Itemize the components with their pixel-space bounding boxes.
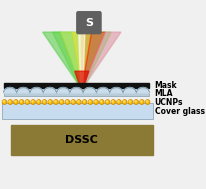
Text: Mask: Mask: [154, 81, 177, 90]
Circle shape: [128, 100, 132, 105]
Polygon shape: [70, 88, 82, 93]
FancyBboxPatch shape: [76, 12, 101, 34]
Polygon shape: [81, 32, 91, 88]
Polygon shape: [74, 71, 88, 88]
Circle shape: [8, 100, 12, 105]
Circle shape: [145, 100, 149, 105]
Circle shape: [106, 101, 107, 102]
Circle shape: [31, 100, 35, 105]
Circle shape: [146, 101, 147, 102]
Polygon shape: [17, 88, 29, 93]
Circle shape: [15, 101, 16, 102]
Circle shape: [66, 101, 67, 102]
Polygon shape: [83, 88, 96, 93]
Polygon shape: [78, 32, 84, 88]
Polygon shape: [52, 32, 111, 88]
Circle shape: [32, 101, 33, 102]
Circle shape: [140, 101, 141, 102]
Circle shape: [20, 101, 22, 102]
Polygon shape: [136, 88, 149, 93]
Bar: [4, 83, 149, 88]
Circle shape: [9, 101, 10, 102]
Text: DSSC: DSSC: [65, 135, 98, 145]
Bar: [2, 103, 152, 119]
Circle shape: [26, 101, 27, 102]
Circle shape: [70, 100, 75, 105]
Circle shape: [116, 100, 121, 105]
Text: MLA: MLA: [154, 89, 172, 98]
Circle shape: [19, 100, 24, 105]
Circle shape: [65, 100, 69, 105]
Circle shape: [71, 101, 73, 102]
Circle shape: [133, 100, 138, 105]
Circle shape: [139, 100, 144, 105]
Circle shape: [134, 101, 136, 102]
Polygon shape: [60, 32, 81, 88]
Polygon shape: [82, 32, 105, 88]
Circle shape: [42, 100, 47, 105]
Text: Cover glass: Cover glass: [154, 107, 204, 116]
Circle shape: [99, 100, 104, 105]
Bar: [4, 93, 149, 96]
Polygon shape: [82, 32, 120, 88]
Text: UCNPs: UCNPs: [154, 98, 182, 107]
Polygon shape: [96, 88, 109, 93]
Circle shape: [59, 100, 64, 105]
Polygon shape: [56, 88, 69, 93]
Circle shape: [88, 100, 92, 105]
Circle shape: [54, 101, 56, 102]
Polygon shape: [42, 32, 81, 88]
Polygon shape: [109, 88, 122, 93]
Circle shape: [53, 100, 58, 105]
Circle shape: [129, 101, 130, 102]
Polygon shape: [30, 88, 43, 93]
Circle shape: [48, 100, 52, 105]
Circle shape: [123, 101, 124, 102]
Circle shape: [14, 100, 18, 105]
Circle shape: [100, 101, 101, 102]
Circle shape: [111, 101, 113, 102]
Circle shape: [3, 101, 5, 102]
Polygon shape: [43, 88, 56, 93]
Circle shape: [94, 101, 96, 102]
Circle shape: [93, 100, 98, 105]
Circle shape: [25, 100, 29, 105]
Polygon shape: [4, 88, 16, 93]
Circle shape: [82, 100, 87, 105]
Circle shape: [89, 101, 90, 102]
Ellipse shape: [71, 85, 92, 90]
Text: S: S: [84, 18, 92, 28]
Circle shape: [122, 100, 126, 105]
Circle shape: [36, 100, 41, 105]
Circle shape: [49, 101, 50, 102]
Circle shape: [110, 100, 115, 105]
Circle shape: [2, 100, 7, 105]
Circle shape: [76, 100, 81, 105]
Circle shape: [83, 101, 84, 102]
Circle shape: [117, 101, 118, 102]
Circle shape: [60, 101, 62, 102]
Bar: [11, 125, 152, 155]
Polygon shape: [72, 32, 81, 88]
Circle shape: [77, 101, 79, 102]
Polygon shape: [123, 88, 135, 93]
Circle shape: [37, 101, 39, 102]
Polygon shape: [42, 32, 120, 88]
Circle shape: [43, 101, 44, 102]
Circle shape: [105, 100, 109, 105]
